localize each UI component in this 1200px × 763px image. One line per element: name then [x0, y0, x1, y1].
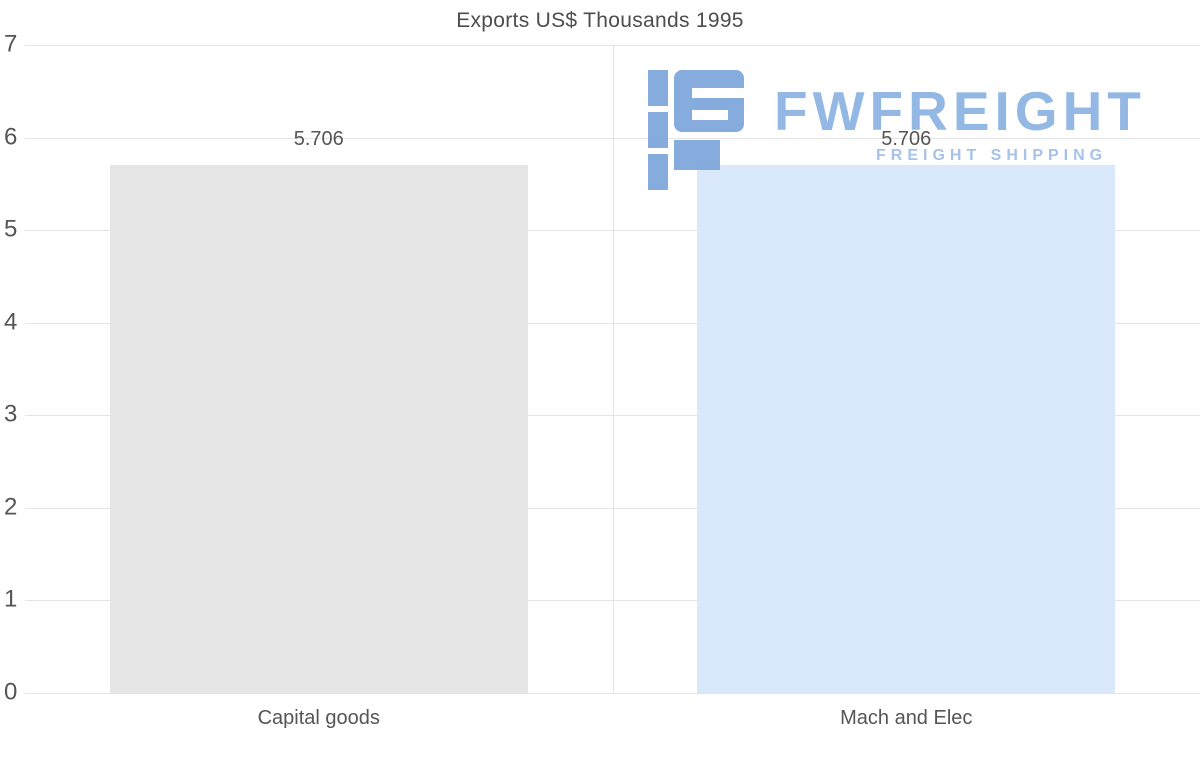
x-axis-category-label: Capital goods: [257, 707, 380, 729]
y-tick-label: 7: [4, 30, 18, 58]
y-tick-label: 6: [4, 123, 18, 151]
x-axis-category-label: Mach and Elec: [840, 707, 973, 729]
chart-title: Exports US$ Thousands 1995: [456, 9, 744, 32]
y-tick-label: 1: [4, 585, 18, 613]
y-tick-label: 5: [4, 215, 18, 243]
bar-capital-goods: [109, 164, 528, 693]
bar-value-label: 5.706: [881, 127, 932, 150]
bar-value-label: 5.706: [293, 127, 344, 150]
watermark-brand: FWFREIGHT: [774, 80, 1146, 142]
y-tick-label: 4: [4, 308, 18, 336]
y-tick-label: 0: [4, 678, 18, 706]
category-separator-gridline: [612, 45, 614, 693]
y-tick-label: 3: [4, 400, 18, 428]
gridline: [25, 693, 1200, 694]
bar-mach-and-elec: [697, 164, 1116, 693]
watermark-text: FWFREIGHT FREIGHT SHIPPING: [774, 70, 1146, 165]
y-tick-label: 2: [4, 493, 18, 521]
